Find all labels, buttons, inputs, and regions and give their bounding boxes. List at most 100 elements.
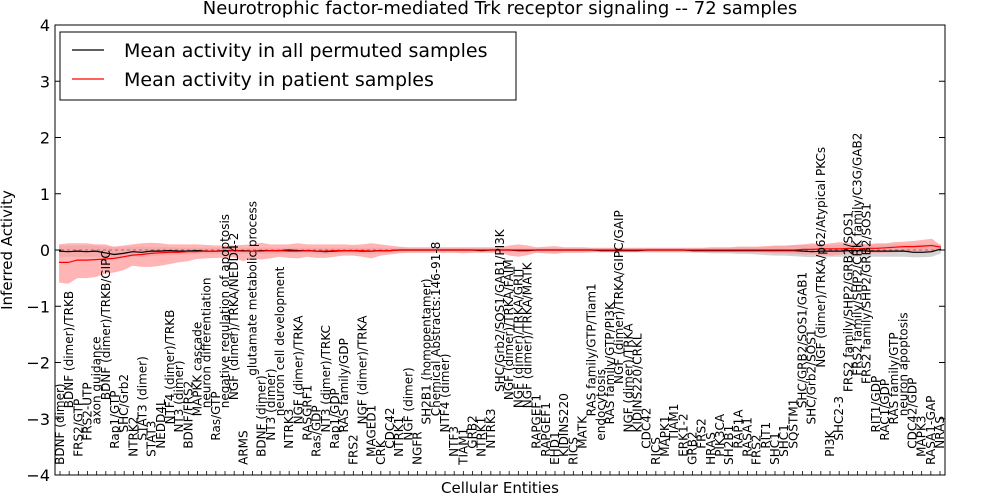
entity-label: CDC42 [640, 407, 654, 448]
entity-label: RASA1 [741, 417, 755, 457]
entity-labels: BDNF (dimer)BDNF (dimer)/TRKBFRS2/GTPFRS… [53, 133, 947, 475]
entity-label: KIDINS220 [557, 393, 571, 457]
entity-label: NTRK1 [475, 417, 489, 457]
entity-label: SHC1 [777, 424, 791, 457]
entity-label: GRB2 [466, 415, 480, 449]
entity-label: NGF (dimer)/TRKA [291, 315, 305, 425]
entity-label: TIAM1 [667, 404, 681, 442]
y-tick-label: 1 [40, 185, 50, 204]
entity-label: FRS2 [695, 418, 709, 449]
entity-label: ARMS [236, 430, 250, 465]
entity-label: NGF (dimer)/TRKA/p62/Atypical PKCs [814, 147, 828, 368]
entity-label: MAPK3 [915, 416, 929, 457]
entity-label: FRS2/GTP [71, 399, 85, 457]
entity-label: RAS family/GTP/PI3K [603, 301, 617, 424]
entity-label: RIT1 [759, 422, 773, 449]
entity-label: GRB2 [686, 431, 700, 465]
entity-label: NTRK3 [484, 409, 498, 449]
entity-label: NGF (dimer)/TRKA [356, 315, 370, 425]
entity-label: SHC1 [768, 432, 782, 465]
series-lines [58, 244, 942, 263]
y-tick-label: −2 [26, 354, 50, 373]
legend-label-patient: Mean activity in patient samples [124, 69, 434, 91]
y-tick-label: 4 [40, 16, 50, 35]
entity-label: PI3K [823, 429, 837, 456]
entity-label: SHC/Grb2 [117, 374, 131, 433]
entity-label: FRS2 [750, 434, 764, 465]
entity-label: KIDINS220/CRKL [631, 333, 645, 432]
entity-label: SHC/GRB2/SOS1/GAB1 [796, 272, 810, 408]
entity-label: NTF4 (dimer)/TRKB [163, 310, 177, 425]
entity-label: negative regulation of apoptosis [218, 214, 232, 408]
entity-label: SHC/Grb2/SOS1/GAB1/PI3K [493, 228, 507, 392]
entity-label: CRK [374, 439, 388, 465]
entity-label: NGFR [411, 431, 425, 465]
entity-label: CDC42/GDP [906, 378, 920, 449]
entity-label: MAPKK cascade [191, 322, 205, 417]
y-tick-label: 2 [40, 129, 50, 148]
legend: Mean activity in all permuted samples Me… [59, 31, 517, 101]
chart-title: Neurotrophic factor-mediated Trk recepto… [203, 0, 797, 19]
entity-label: RAS family/GTP/Tiam1 [585, 283, 599, 416]
entity-label: NT3 (dimer) [264, 368, 278, 440]
y-axis-ticks: 4 3 2 1 0 −1 −2 −3 −4 [26, 16, 945, 485]
entity-label: RAC1/GDP [878, 379, 892, 441]
line-patient-mean [59, 244, 942, 263]
entity-label: NTF4 (dimer) [438, 354, 452, 433]
entity-label: MATK [576, 415, 590, 449]
entity-label: HRAS [704, 432, 718, 465]
entity-label: NTF3 [447, 426, 461, 457]
entity-label: NT3 (dimer) [172, 360, 186, 432]
legend-box [59, 31, 517, 101]
entity-label: NRAS [933, 416, 947, 449]
entity-label: NGF (dimer)/TRKA/NEDD4-2 [227, 233, 241, 401]
entity-label: FRS2 family/SHP2/GRB2/SOS1 [860, 203, 874, 384]
entity-label: endocytosis [594, 369, 608, 441]
entity-label: RIT1/GDP [869, 376, 883, 433]
entity-label: NGF (dimer)/TRKA/MATK [521, 261, 535, 408]
entity-label: RAPGEF1 [539, 402, 553, 457]
entity-label: NT3 (dimer)/TRKC [319, 325, 333, 432]
entity-label: RASA1-GAP [924, 396, 938, 465]
entity-label: EHD1 [548, 431, 562, 464]
entity-label: MAPK1 [658, 415, 672, 456]
y-axis-title: Inferred Activity [0, 190, 16, 310]
entity-label: Rap1/GTP [108, 391, 122, 449]
entity-label: Chemical Abstracts:146-91-8 [429, 242, 443, 417]
entity-label: TIAM1 [456, 428, 470, 466]
entity-label: NTRK3 [282, 409, 296, 449]
entity-label: CDC42 [383, 407, 397, 448]
entity-label: ERK1-2 [676, 413, 690, 456]
entity-label: STAT3 (dimer) [136, 356, 150, 440]
entity-label: FRS2 [346, 434, 360, 465]
entity-label: neuron apoptosis [896, 312, 910, 416]
entity-label: BDNF (dimer) [53, 383, 67, 465]
entity-label: NGF (dimer)/TRKA/GRIT [511, 266, 525, 408]
entity-label: RASGRF1 [301, 385, 315, 441]
entity-label: NTRK1 [392, 417, 406, 457]
entity-label: BDNF (dimer)/TRKB/GIPC [99, 250, 113, 400]
entity-label: BDNF/FRS2 [181, 381, 195, 449]
entity-label: STAT3 [145, 421, 159, 457]
entity-label: neuron cell development [273, 266, 287, 416]
entity-label: FRS2-UTP [81, 382, 95, 440]
entity-label: RICS [649, 437, 663, 465]
x-axis-title: Cellular Entities [441, 479, 559, 497]
y-tick-label: 3 [40, 72, 50, 91]
entity-label: FRS2 family/SHP2/GRB2/SOS1 [841, 211, 855, 392]
entity-label: axon guidance [90, 336, 104, 424]
entity-label: SHC2-3 [832, 396, 846, 441]
entity-label: Ras/GDP [310, 405, 324, 457]
entity-label: NEDD4L [154, 399, 168, 449]
entity-label: BDNF (dimer)/TRKB [62, 291, 76, 408]
legend-label-permuted: Mean activity in all permuted samples [124, 40, 487, 62]
entity-label: FRS2 family/SHP2/CRK family/C3G/GAB2 [851, 133, 865, 376]
entity-label: RAPGEF1 [530, 394, 544, 449]
entity-label: SQSTM1 [786, 399, 800, 449]
entity-label: SH2B1 [722, 425, 736, 465]
entity-label: RAP1A [731, 409, 745, 449]
entity-label: PIK3CA [713, 413, 727, 457]
entity-label: RAS family/GDP [337, 338, 351, 432]
entity-label: NGF (dimer)/TRKA/GIPC/GAIP [612, 210, 626, 384]
